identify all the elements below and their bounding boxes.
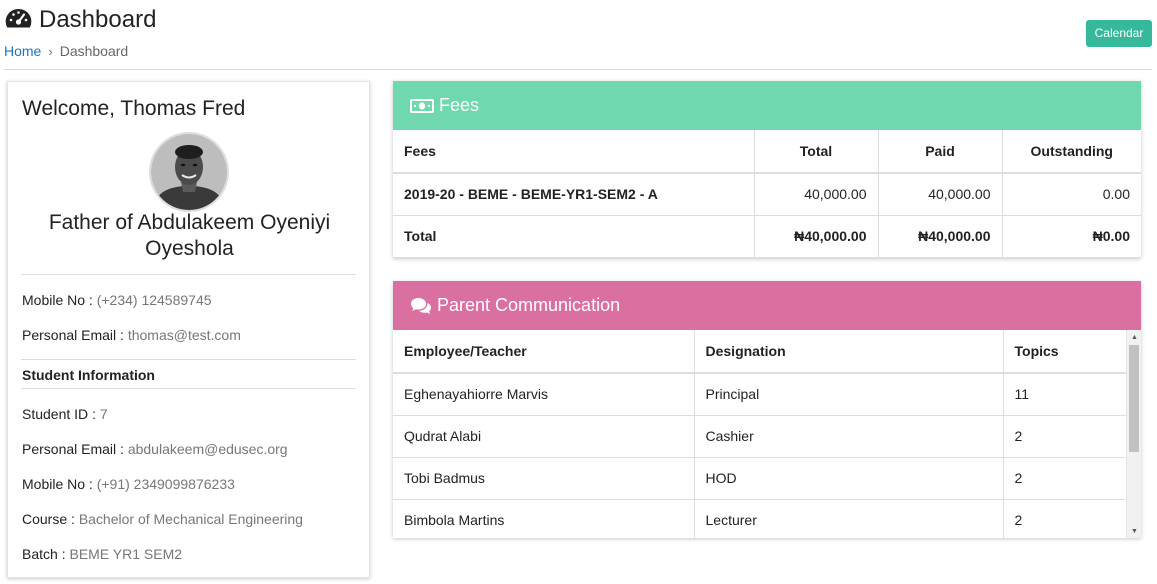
designation-cell: Principal [694, 373, 1004, 416]
calendar-button[interactable]: Calendar [1086, 20, 1152, 47]
parent-mobile-label: Mobile No : [22, 292, 93, 308]
student-info-heading: Student Information [22, 367, 155, 383]
divider [21, 274, 356, 275]
total-row: Total ₦40,000.00 ₦40,000.00 ₦0.00 [393, 215, 1141, 258]
student-email-label: Personal Email : [22, 441, 124, 457]
scroll-up-arrow-icon[interactable]: ▲ [1131, 333, 1138, 341]
welcome-heading: Welcome, Thomas Fred [22, 97, 246, 120]
parent-email-label: Personal Email : [22, 327, 124, 343]
topics-cell: 11 [1003, 373, 1126, 416]
student-course-value: Bachelor of Mechanical Engineering [78, 511, 303, 527]
table-row: 2019-20 - BEME - BEME-YR1-SEM2 - A 40,00… [393, 173, 1141, 216]
communication-panel: Parent Communication Employee/Teacher De… [393, 281, 1141, 538]
scroll-down-arrow-icon[interactable]: ▼ [1131, 527, 1138, 535]
fees-panel-header: Fees [393, 81, 1141, 130]
topics-cell: 2 [1003, 457, 1126, 500]
parent-of-name: Father of Abdulakeem Oyeniyi Oyeshola [48, 211, 331, 260]
employee-name-cell: Bimbola Martins [393, 499, 695, 538]
employee-name-cell: Qudrat Alabi [393, 415, 695, 458]
designation-cell: Cashier [694, 415, 1004, 458]
column-header: Paid [878, 130, 1003, 174]
student-batch-label: Batch : [22, 546, 66, 562]
employee-name-cell: Eghenayahiorre Marvis [393, 373, 695, 416]
total-label-cell: Total [393, 215, 755, 258]
student-batch-value: BEME YR1 SEM2 [69, 546, 183, 562]
communication-scroll-area[interactable]: Employee/Teacher Designation Topics Eghe… [393, 330, 1141, 538]
breadcrumb-current: Dashboard [59, 43, 129, 59]
total-paid-cell: ₦40,000.00 [878, 215, 1003, 258]
money-bill-icon [410, 98, 434, 113]
designation-cell: Lecturer [694, 499, 1004, 538]
topics-cell: 2 [1003, 499, 1126, 538]
profile-card: Welcome, Thomas Fred Father of Abdulakee… [7, 81, 370, 578]
student-id-value: 7 [99, 406, 108, 422]
column-header: Outstanding [1002, 130, 1141, 174]
header-divider [4, 69, 1152, 70]
user-photo-icon [151, 134, 227, 210]
page-title: Dashboard [39, 6, 157, 33]
parent-email-value: thomas@test.com [127, 327, 241, 343]
breadcrumb-home-link[interactable]: Home [4, 43, 42, 59]
divider [21, 388, 356, 389]
topics-cell: 2 [1003, 415, 1126, 458]
communication-table: Employee/Teacher Designation Topics Eghe… [393, 330, 1126, 538]
table-row[interactable]: Bimbola Martins Lecturer 2 [393, 499, 1126, 538]
column-header: Total [754, 130, 879, 174]
fee-outstanding-cell: 0.00 [1002, 173, 1141, 216]
communication-panel-title: Parent Communication [437, 295, 621, 315]
title-row: Dashboard [4, 6, 156, 34]
table-row[interactable]: Qudrat Alabi Cashier 2 [393, 415, 1126, 458]
student-batch: Batch : BEME YR1 SEM2 [22, 546, 182, 562]
student-course-label: Course : [22, 511, 75, 527]
student-course: Course : Bachelor of Mechanical Engineer… [22, 511, 303, 527]
scroll-thumb[interactable] [1129, 345, 1139, 452]
divider [21, 359, 356, 360]
chat-bubbles-icon [411, 297, 431, 314]
designation-cell: HOD [694, 457, 1004, 500]
parent-email: Personal Email : thomas@test.com [22, 327, 241, 343]
column-header: Topics [1003, 330, 1126, 374]
breadcrumb-separator: › [48, 43, 53, 59]
fees-table: Fees Total Paid Outstanding 2019-20 - BE… [393, 130, 1141, 258]
vertical-scrollbar[interactable]: ▲ ▼ [1126, 330, 1141, 538]
fee-total-cell: 40,000.00 [754, 173, 879, 216]
column-header: Employee/Teacher [393, 330, 695, 374]
dashboard-gauge-icon [5, 8, 32, 27]
student-email-value: abdulakeem@edusec.org [127, 441, 288, 457]
total-outstanding-cell: ₦0.00 [1002, 215, 1141, 258]
fee-paid-cell: 40,000.00 [878, 173, 1003, 216]
student-email: Personal Email : abdulakeem@edusec.org [22, 441, 288, 457]
fees-panel-title: Fees [439, 95, 480, 115]
column-header: Designation [694, 330, 1004, 374]
table-row[interactable]: Tobi Badmus HOD 2 [393, 457, 1126, 500]
breadcrumb: Home › Dashboard [4, 43, 128, 59]
student-mobile: Mobile No : (+91) 2349099876233 [22, 476, 235, 492]
employee-name-cell: Tobi Badmus [393, 457, 695, 500]
student-id-label: Student ID : [22, 406, 96, 422]
table-header-row: Employee/Teacher Designation Topics [393, 330, 1126, 374]
student-id: Student ID : 7 [22, 406, 108, 422]
fees-panel: Fees Fees Total Paid Outstanding 2019-20… [393, 81, 1141, 258]
page-header: Dashboard Home › Dashboard Calendar [0, 0, 1157, 70]
communication-panel-header: Parent Communication [393, 281, 1141, 330]
fee-name-cell: 2019-20 - BEME - BEME-YR1-SEM2 - A [393, 173, 755, 216]
table-header-row: Fees Total Paid Outstanding [393, 130, 1141, 174]
student-mobile-label: Mobile No : [22, 476, 93, 492]
student-mobile-value: (+91) 2349099876233 [96, 476, 235, 492]
total-total-cell: ₦40,000.00 [754, 215, 879, 258]
parent-mobile-value: (+234) 124589745 [96, 292, 212, 308]
parent-mobile: Mobile No : (+234) 124589745 [22, 292, 212, 308]
column-header: Fees [393, 130, 755, 174]
table-row[interactable]: Eghenayahiorre Marvis Principal 11 [393, 373, 1126, 416]
avatar [149, 132, 229, 212]
